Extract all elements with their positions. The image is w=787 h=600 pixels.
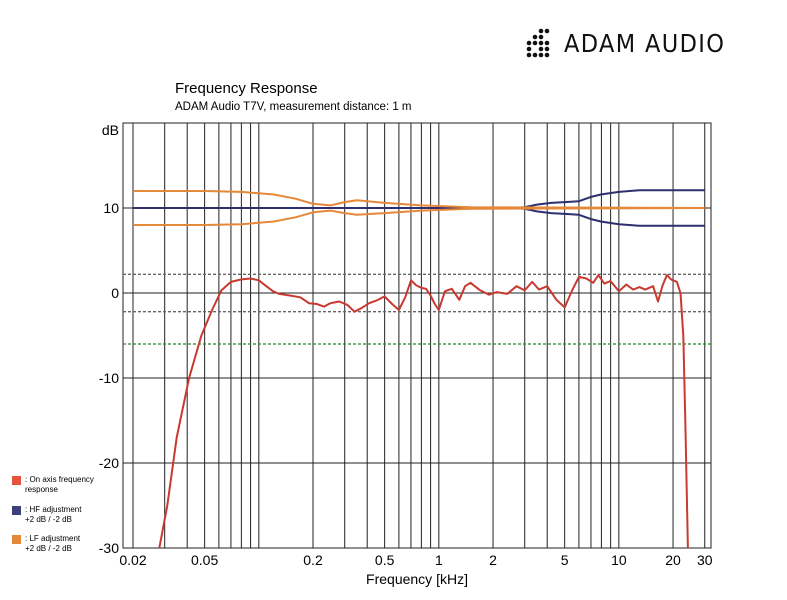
x-tick-label: 10 (611, 552, 627, 568)
legend-swatch-lf (12, 535, 21, 544)
legend-label-on-axis-2: response (25, 485, 58, 494)
chart-title: Frequency Response (175, 80, 318, 97)
legend-item-lf: : LF adjustment +2 dB / -2 dB (12, 534, 125, 554)
lf-minus-2db-line (133, 207, 705, 226)
legend-label-lf-1: : LF adjustment (25, 534, 81, 543)
x-tick-label: 2 (489, 552, 497, 568)
legend-label-hf-1: : HF adjustment (25, 505, 82, 514)
y-axis-label: dB (102, 122, 119, 138)
x-tick-label: 20 (665, 552, 681, 568)
legend-label-lf-2: +2 dB / -2 dB (25, 544, 72, 553)
x-tick-label: 0.02 (119, 552, 146, 568)
y-tick-label: -10 (99, 370, 119, 386)
x-tick-label: 0.2 (303, 552, 323, 568)
adam-audio-dot-logo-icon (526, 28, 550, 58)
legend-swatch-hf (12, 506, 21, 515)
y-tick-label: 0 (111, 285, 119, 301)
chart-subtitle: ADAM Audio T7V, measurement distance: 1 … (175, 101, 412, 113)
legend-item-hf: : HF adjustment +2 dB / -2 dB (12, 505, 125, 525)
x-axis-label: Frequency [kHz] (366, 571, 468, 587)
legend-item-on-axis: : On axis frequency response (12, 475, 125, 495)
brand-name: ADAM AUDIO (564, 28, 726, 58)
x-tick-label: 1 (435, 552, 443, 568)
x-tick-label: 0.5 (375, 552, 395, 568)
y-tick-label: 10 (103, 200, 119, 216)
x-tick-label: 0.05 (191, 552, 218, 568)
legend-label-hf-2: +2 dB / -2 dB (25, 515, 72, 524)
y-tick-label: -20 (99, 455, 119, 471)
x-tick-label: 30 (697, 552, 713, 568)
lf-plus-2db-line (133, 190, 705, 209)
on-axis-response-line (158, 274, 689, 549)
y-tick-label: -30 (99, 540, 119, 556)
x-tick-label: 5 (561, 552, 569, 568)
legend-swatch-on-axis (12, 476, 21, 485)
legend-label-on-axis-1: : On axis frequency (25, 475, 94, 484)
plot-frame (122, 122, 712, 549)
brand-logo: ADAM AUDIO (524, 28, 743, 58)
